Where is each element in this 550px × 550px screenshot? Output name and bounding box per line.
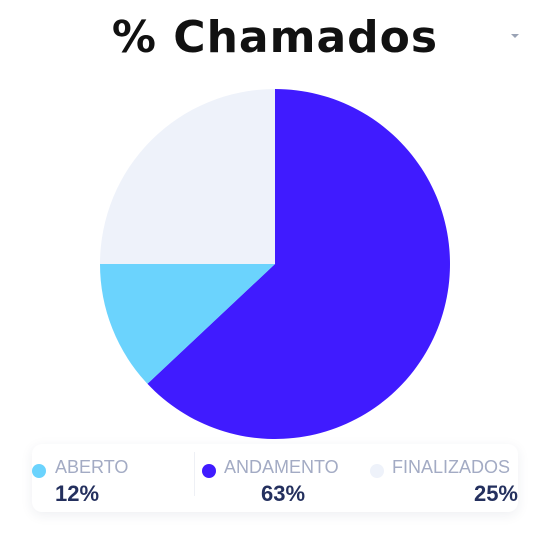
legend-divider <box>194 452 195 496</box>
legend-value-andamento: 63% <box>261 481 306 506</box>
legend-item-finalizados: FINALIZADOS 25% <box>370 444 518 512</box>
chart-legend: ABERTO 12% ANDAMENTO 63% FINALIZADOS 25% <box>32 444 518 512</box>
pie-slice-finalizados[interactable] <box>100 89 275 264</box>
pie-chart <box>100 89 450 439</box>
legend-label-aberto: ABERTO <box>55 457 129 477</box>
legend-value-aberto: 12% <box>55 481 100 506</box>
pie-slice-aberto[interactable] <box>100 264 275 384</box>
pie-slice-andamento[interactable] <box>147 89 450 439</box>
chevron-down-icon[interactable] <box>511 34 519 38</box>
legend-dot-aberto <box>32 464 46 478</box>
legend-item-aberto: ABERTO 12% <box>32 444 194 512</box>
legend-item-andamento: ANDAMENTO 63% <box>202 444 362 512</box>
chart-title: % Chamados <box>111 12 439 63</box>
legend-dot-finalizados <box>370 464 384 478</box>
legend-value-finalizados: 25% <box>473 481 518 506</box>
legend-label-andamento: ANDAMENTO <box>224 457 339 477</box>
legend-dot-andamento <box>202 464 216 478</box>
legend-label-finalizados: FINALIZADOS <box>392 457 511 477</box>
